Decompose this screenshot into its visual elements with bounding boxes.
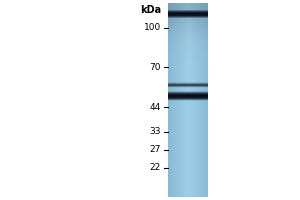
Bar	[168, 95, 208, 96]
Bar	[168, 85, 208, 86]
Bar	[168, 92, 208, 93]
Bar	[168, 12, 208, 13]
Bar	[168, 93, 208, 94]
Bar	[168, 11, 208, 12]
Bar	[168, 82, 208, 83]
Bar	[168, 91, 208, 92]
Bar	[168, 95, 208, 96]
Text: kDa: kDa	[140, 5, 161, 15]
Bar	[168, 83, 208, 84]
Bar	[168, 98, 208, 99]
Bar	[168, 97, 208, 98]
Bar	[168, 86, 208, 87]
Bar	[168, 95, 208, 96]
Bar	[168, 15, 208, 16]
Bar	[168, 96, 208, 97]
Bar	[168, 86, 208, 87]
Bar	[168, 13, 208, 14]
Bar	[168, 14, 208, 15]
Bar	[168, 96, 208, 97]
Bar	[168, 94, 208, 95]
Bar	[168, 14, 208, 15]
Bar	[168, 12, 208, 13]
Bar	[168, 98, 208, 99]
Bar	[168, 99, 208, 100]
Text: 70: 70	[149, 62, 161, 72]
Bar	[168, 16, 208, 17]
Bar	[168, 84, 208, 85]
Bar	[168, 99, 208, 100]
Bar	[168, 96, 208, 97]
Bar	[168, 13, 208, 14]
Bar	[168, 98, 208, 99]
Bar	[168, 92, 208, 93]
Bar	[168, 97, 208, 98]
Bar	[168, 87, 208, 88]
Bar	[168, 10, 208, 11]
Bar	[168, 16, 208, 17]
Bar	[168, 17, 208, 18]
Bar	[168, 97, 208, 98]
Bar	[168, 84, 208, 85]
Bar	[168, 82, 208, 83]
Bar	[168, 13, 208, 14]
Bar	[168, 15, 208, 16]
Bar	[168, 11, 208, 12]
Bar	[168, 99, 208, 100]
Bar	[168, 12, 208, 13]
Text: 44: 44	[150, 102, 161, 112]
Bar	[168, 83, 208, 84]
Bar	[168, 94, 208, 95]
Bar	[168, 93, 208, 94]
Bar	[168, 93, 208, 94]
Bar	[168, 15, 208, 16]
Bar	[168, 100, 208, 101]
Bar	[168, 11, 208, 12]
Bar	[168, 83, 208, 84]
Bar	[168, 91, 208, 92]
Bar	[168, 84, 208, 85]
Text: 27: 27	[150, 146, 161, 154]
Bar	[168, 16, 208, 17]
Bar	[168, 86, 208, 87]
Bar	[168, 94, 208, 95]
Bar	[168, 92, 208, 93]
Bar	[168, 85, 208, 86]
Bar	[168, 10, 208, 11]
Bar	[168, 85, 208, 86]
Text: 33: 33	[149, 128, 161, 136]
Bar	[168, 14, 208, 15]
Text: 100: 100	[144, 23, 161, 32]
Bar	[168, 17, 208, 18]
Text: 22: 22	[150, 164, 161, 172]
Bar	[168, 10, 208, 11]
Bar	[168, 17, 208, 18]
